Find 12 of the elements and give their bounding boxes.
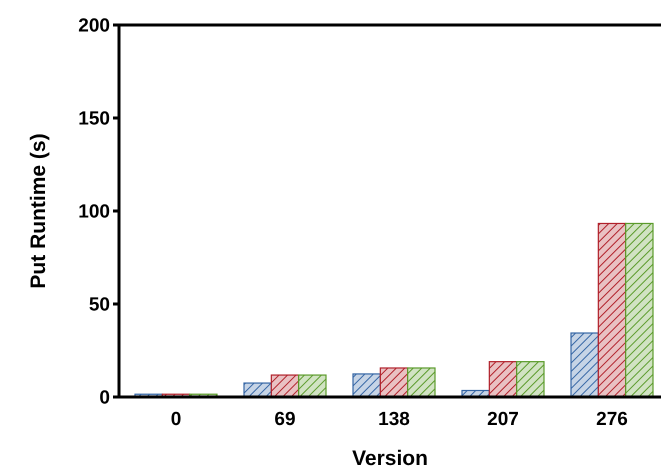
y-tick-label: 100	[78, 202, 110, 223]
x-tick-label: 138	[378, 409, 410, 430]
y-tick-label: 50	[88, 294, 110, 316]
x-tick-label: 276	[596, 409, 628, 430]
x-tick-label: 69	[274, 409, 296, 430]
y-tick-label: 150	[78, 108, 110, 130]
y-tick-label: 0	[99, 388, 110, 409]
x-tick-label: 207	[487, 409, 519, 430]
y-axis-title: Put Runtime (s)	[27, 133, 50, 289]
x-tick-label: 0	[170, 409, 182, 430]
x-axis-title: Version	[352, 447, 428, 470]
y-tick-label: 200	[78, 16, 110, 37]
